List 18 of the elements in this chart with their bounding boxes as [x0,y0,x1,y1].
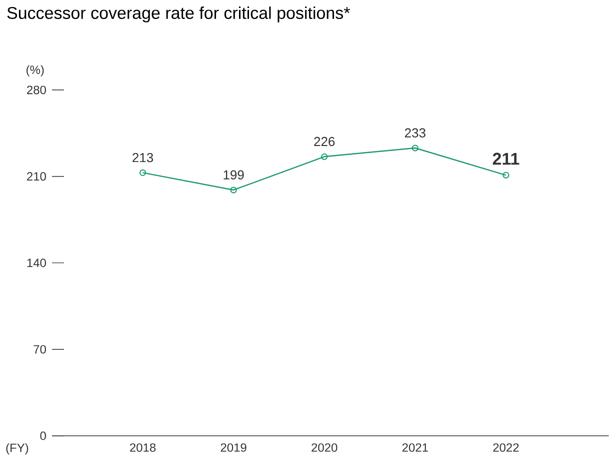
y-tick-label: 210 [27,172,46,181]
data-label: 211 [492,152,520,165]
x-axis-title: (FY) [6,443,28,455]
y-axis-title: (%) [26,65,44,77]
data-label: 226 [314,137,335,146]
y-tick-label: 70 [34,345,46,354]
y-tick-label: 0 [40,432,46,440]
chart-title: Successor coverage rate for critical positions* [7,6,350,22]
x-tick-label: 2022 [493,443,519,452]
x-tick-label: 2021 [402,443,428,452]
x-tick-label: 2020 [312,443,338,452]
x-tick-label: 2018 [130,443,156,452]
data-label: 233 [404,128,426,138]
data-label: 213 [132,153,154,162]
x-tick-label: 2019 [220,443,246,452]
y-tick-label: 140 [27,258,46,268]
data-label: 199 [224,170,244,180]
y-tick-label: 280 [27,86,46,94]
